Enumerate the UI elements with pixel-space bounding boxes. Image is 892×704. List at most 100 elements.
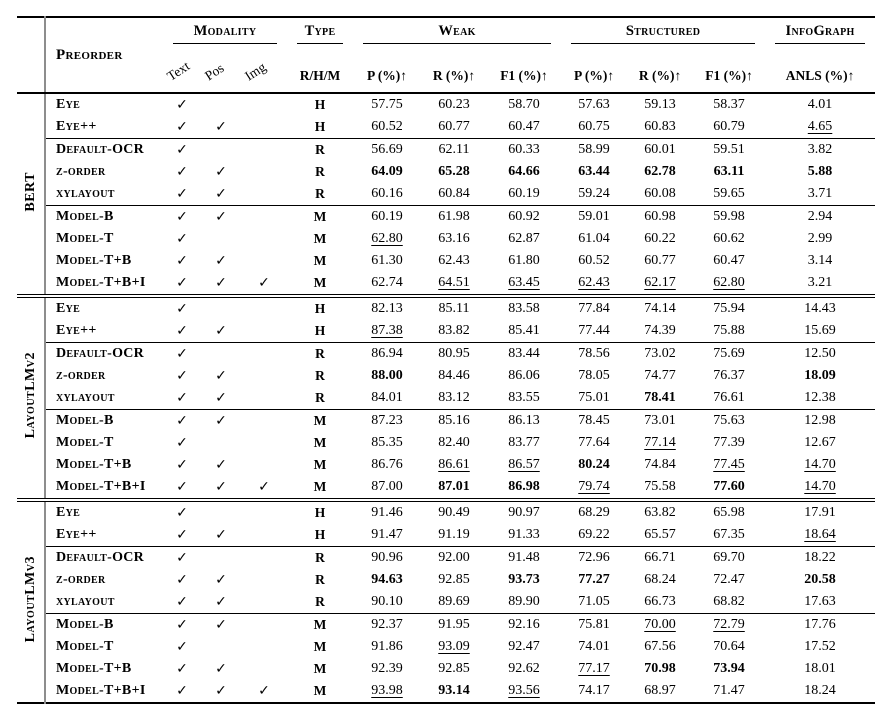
type-cell: M — [313, 231, 327, 246]
weak-metric-cell: 91.86 — [371, 639, 403, 654]
structured-metric-cell: 60.52 — [578, 253, 610, 268]
weak-metric-cell: 60.19 — [353, 205, 421, 228]
weak-metric-cell: 80.95 — [421, 342, 487, 365]
weak-metric-cell: 85.35 — [371, 435, 403, 450]
preorder-label: Default-OCR — [44, 342, 163, 365]
anls-cell: 2.94 — [765, 205, 876, 228]
preorder-label: Model-T — [44, 432, 163, 454]
structured-metric-cell: 75.94 — [693, 294, 766, 320]
weak-metric-cell: 62.11 — [421, 138, 487, 161]
table-row: Default-OCR ✓ R 56.69 62.11 60.33 58.99 60.01 59… — [17, 138, 876, 161]
table-row: Eye++ ✓ ✓ H 87.38 83.82 85.41 77.44 74.39 75.88 15… — [17, 320, 875, 343]
empty-cell — [241, 205, 287, 228]
structured-metric-cell: 77.60 — [713, 479, 745, 494]
modality-label: Modality — [193, 23, 257, 39]
weak-metric-cell: 86.98 — [508, 479, 540, 494]
anls-cell: 18.24 — [804, 683, 836, 698]
weak-metric-cell: 56.69 — [353, 138, 421, 161]
preorder-label: Model-T+B+I — [44, 680, 163, 703]
type-cell: M — [287, 613, 353, 636]
weak-metric-cell: 93.09 — [438, 639, 470, 654]
weak-metric-cell: 92.47 — [508, 639, 540, 654]
empty-cell — [241, 365, 287, 387]
img-check-icon: ✓ — [258, 683, 270, 699]
col-header-preorder: Preorder — [44, 17, 163, 94]
weak-metric-cell: 86.57 — [508, 457, 540, 472]
empty-cell — [241, 636, 287, 658]
structured-metric-cell: 74.84 — [644, 457, 676, 472]
weak-metric-cell: 60.16 — [371, 186, 403, 201]
text-check-icon: ✓ — [176, 639, 188, 655]
preorder-label: Model-T+B+I — [44, 272, 163, 296]
structured-metric-cell: 66.71 — [627, 546, 694, 569]
text-check-icon: ✓ — [176, 164, 188, 180]
text-check-icon: ✓ — [176, 457, 188, 473]
preorder-label: Model-T+B+I — [44, 476, 163, 500]
structured-metric-cell: 67.35 — [713, 527, 745, 542]
pos-check-icon: ✓ — [215, 527, 227, 543]
text-check-icon: ✓ — [176, 479, 188, 495]
weak-metric-cell: 93.56 — [508, 683, 540, 698]
pos-check-icon: ✓ — [215, 390, 227, 406]
modality-rule — [173, 39, 277, 44]
weak-metric-cell: 86.06 — [508, 368, 540, 383]
structured-metric-cell: 74.17 — [578, 683, 610, 698]
weak-metric-cell: 60.47 — [508, 119, 540, 134]
text-check-icon: ✓ — [163, 294, 201, 320]
anls-cell: 12.38 — [804, 390, 836, 405]
col-header-structured-p: P (%)↑ — [561, 48, 628, 94]
table-row: xylayout ✓ ✓ R 90.10 89.69 89.90 71.05 66.73 68.8… — [17, 591, 875, 614]
weak-metric-cell: 60.77 — [438, 119, 470, 134]
pos-col-label: Pos — [202, 60, 227, 84]
empty-cell — [241, 387, 287, 410]
structured-metric-cell: 63.11 — [713, 164, 745, 179]
text-col-label: Text — [164, 58, 193, 84]
preorder-label: Eye — [44, 93, 163, 116]
table-body: BERT Eye ✓ H 57.75 60.23 58.70 57.63 59.13 58.37 4… — [17, 93, 876, 703]
type-cell: H — [287, 498, 353, 524]
structured-metric-cell: 69.22 — [578, 527, 610, 542]
anls-cell: 4.01 — [807, 97, 833, 112]
group-label-text: LayoutLMv2 — [22, 352, 38, 439]
table-row: Model-T ✓ M 85.35 82.40 83.77 77.64 77.14 77.39 1… — [17, 432, 875, 454]
weak-metric-cell: 87.23 — [353, 409, 421, 432]
type-cell: R — [315, 594, 325, 609]
preorder-label: Default-OCR — [44, 138, 163, 161]
structured-metric-cell: 60.01 — [627, 138, 694, 161]
text-check-icon: ✓ — [163, 409, 201, 432]
empty-cell — [241, 228, 287, 250]
empty-cell — [241, 116, 287, 139]
structured-metric-cell: 77.14 — [644, 435, 676, 450]
structured-metric-cell: 75.69 — [693, 342, 766, 365]
weak-metric-cell: 93.73 — [508, 572, 540, 587]
structured-metric-cell: 62.78 — [644, 164, 676, 179]
empty-cell — [241, 569, 287, 591]
anls-cell: 15.69 — [804, 323, 836, 338]
col-header-structured-r: R (%)↑ — [627, 48, 694, 94]
table-row: Eye++ ✓ ✓ H 60.52 60.77 60.47 60.75 60.83 60.79 4.… — [17, 116, 875, 139]
weak-metric-cell: 92.62 — [508, 661, 540, 676]
anls-cell: 12.67 — [804, 435, 836, 450]
anls-cell: 12.50 — [765, 342, 876, 365]
text-check-icon: ✓ — [163, 205, 201, 228]
structured-metric-cell: 59.01 — [561, 205, 628, 228]
structured-metric-cell: 60.77 — [644, 253, 676, 268]
preorder-label: xylayout — [44, 183, 163, 206]
table-row: Model-T+B ✓ ✓ M 61.30 62.43 61.80 60.52 60.77 60.… — [17, 250, 875, 272]
structured-metric-cell: 75.63 — [693, 409, 766, 432]
pos-check-icon: ✓ — [215, 594, 227, 610]
preorder-label: Model-T+B — [44, 658, 163, 680]
type-label: Type — [304, 23, 336, 39]
structured-metric-cell: 62.80 — [713, 275, 745, 290]
structured-metric-cell: 63.44 — [578, 164, 610, 179]
preorder-label: Eye — [44, 294, 163, 320]
structured-metric-cell: 78.45 — [561, 409, 628, 432]
type-rule — [297, 39, 343, 44]
weak-metric-cell: 82.40 — [438, 435, 470, 450]
empty-cell — [241, 432, 287, 454]
pos-check-icon: ✓ — [215, 275, 227, 291]
group-label-text: LayoutLMv3 — [22, 556, 38, 643]
type-cell: R — [287, 342, 353, 365]
group-label-layoutlmv3: LayoutLMv3 — [17, 498, 45, 703]
empty-cell — [241, 93, 287, 116]
